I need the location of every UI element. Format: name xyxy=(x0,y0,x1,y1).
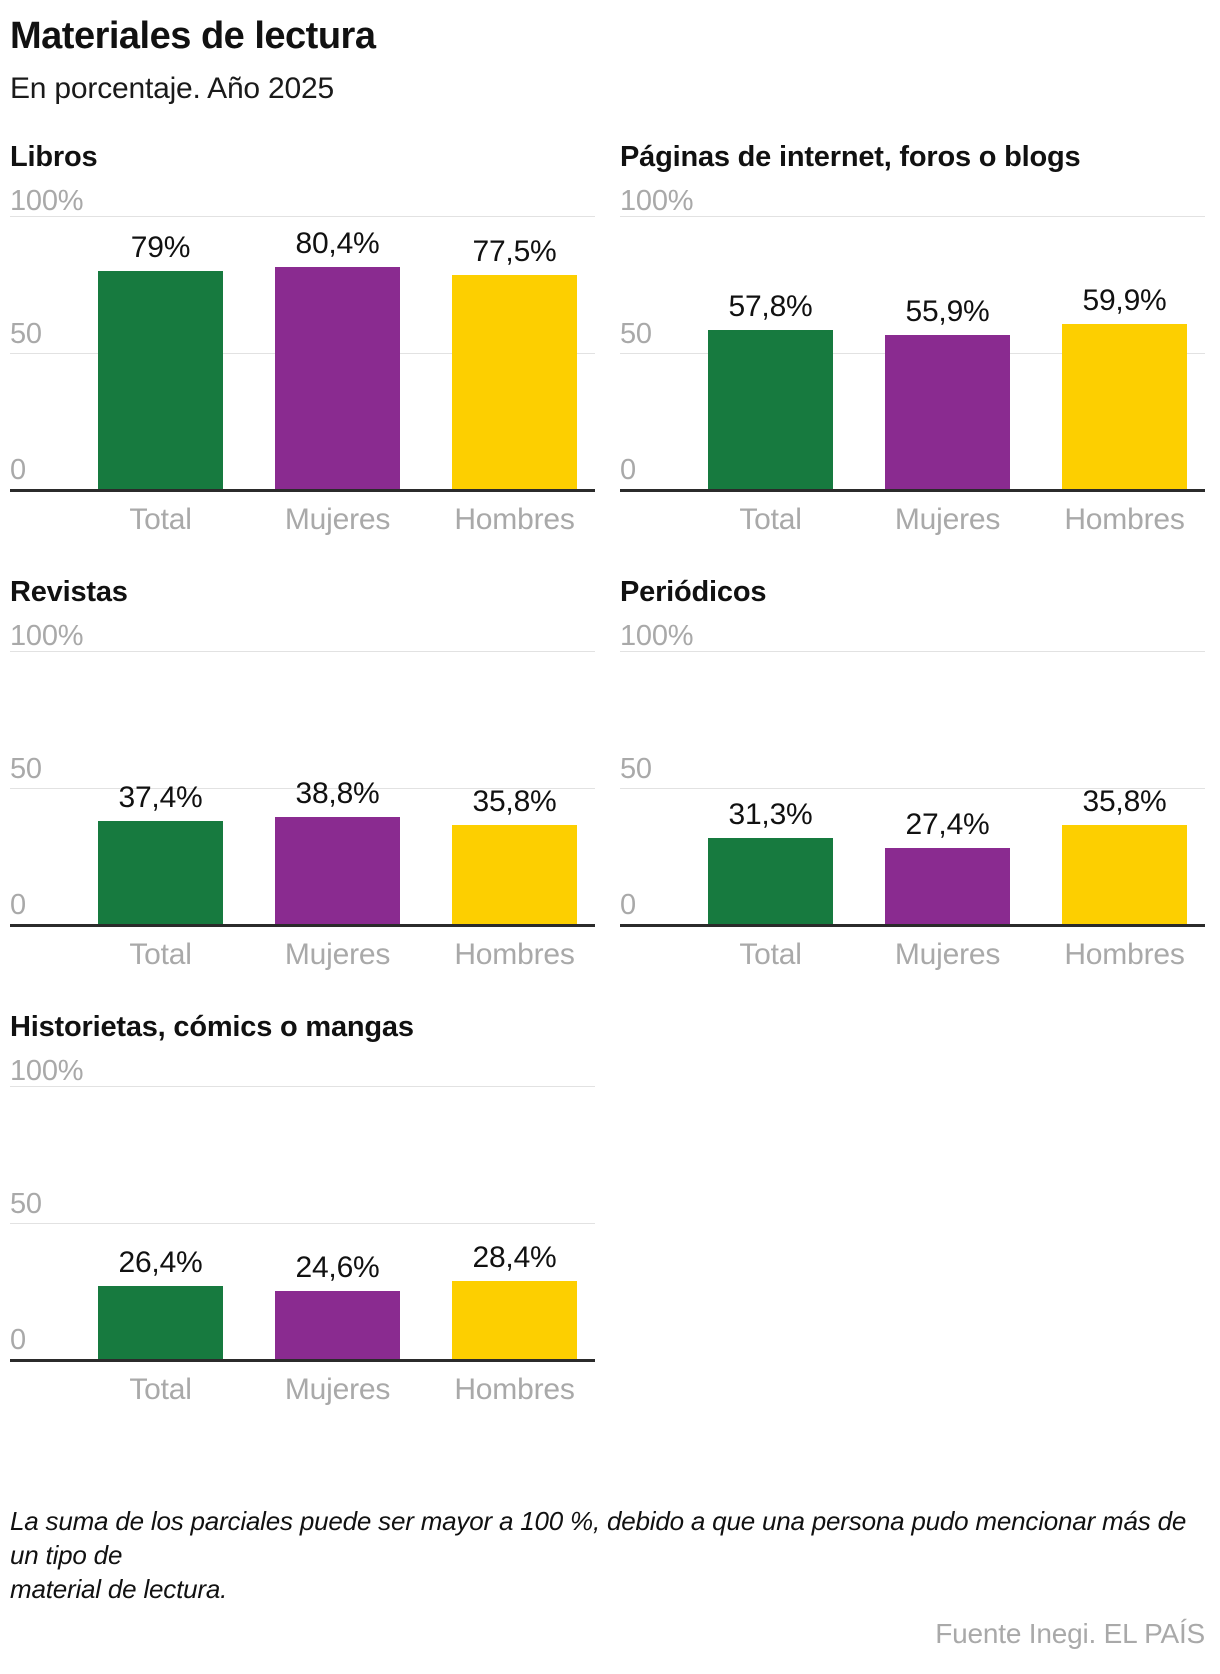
bar-value-label: 24,6% xyxy=(295,1251,380,1285)
y-axis-tick-label: 100% xyxy=(620,185,694,218)
bar-value-label: 80,4% xyxy=(295,227,380,261)
y-axis-tick-0: 0 xyxy=(10,1324,26,1357)
bar-value-label: 35,8% xyxy=(472,785,557,819)
x-axis-category-labels: Total Mujeres Hombres xyxy=(10,1362,595,1406)
x-axis-label-hombres: Hombres xyxy=(454,503,575,537)
x-axis-label-total: Total xyxy=(129,503,192,537)
x-axis-label-total: Total xyxy=(739,503,802,537)
plot-area: 50 0 31,3% 27,4% 35,8% xyxy=(620,651,1205,928)
bar-value-label: 77,5% xyxy=(472,235,557,269)
page-subtitle: En porcentaje. Año 2025 xyxy=(10,72,334,106)
chart-title: Historietas, cómics o mangas xyxy=(10,1011,414,1044)
bar-mujeres: 27,4% xyxy=(885,810,1010,925)
bar-value-label: 59,9% xyxy=(1082,283,1167,317)
charts-grid: Libros 100% 50 0 79% 80,4% 77,5% Total Mujeres Ho… xyxy=(10,141,1205,1446)
bar-hombres: 77,5% xyxy=(452,237,577,490)
footnote-line-1: La suma de los parciales puede ser mayor… xyxy=(10,1506,1187,1571)
plot-area: 50 0 37,4% 38,8% 35,8% xyxy=(10,651,595,928)
bar-total: 57,8% xyxy=(708,291,833,490)
bar-value-label: 27,4% xyxy=(905,808,990,842)
bar-mujeres: 24,6% xyxy=(275,1253,400,1360)
bar-chart-4: Periódicos 100% 50 0 31,3% 27,4% 35,8% Total Muj… xyxy=(620,576,1205,971)
plot-area: 50 0 26,4% 24,6% 28,4% xyxy=(10,1086,595,1363)
x-axis-label-mujeres: Mujeres xyxy=(894,503,1001,537)
plot-area: 50 0 79% 80,4% 77,5% xyxy=(10,216,595,493)
x-axis-label-total: Total xyxy=(739,938,802,972)
x-axis-label-mujeres: Mujeres xyxy=(284,503,391,537)
x-axis-label-hombres: Hombres xyxy=(1064,503,1185,537)
bar-chart-1: Libros 100% 50 0 79% 80,4% 77,5% Total Mujeres Ho… xyxy=(10,141,595,536)
y-axis-tick-100: 100% xyxy=(620,174,1205,216)
bar-total: 79% xyxy=(98,233,223,490)
bar-value-label: 26,4% xyxy=(118,1246,203,1280)
bar-total: 37,4% xyxy=(98,782,223,925)
y-axis-tick-50: 50 xyxy=(620,753,652,786)
bar-total: 26,4% xyxy=(98,1248,223,1360)
y-axis-tick-label: 100% xyxy=(10,620,84,653)
chart-title: Periódicos xyxy=(620,576,767,609)
bar-mujeres: 38,8% xyxy=(275,778,400,925)
x-axis-category-labels: Total Mujeres Hombres xyxy=(620,492,1205,536)
bar-mujeres: 55,9% xyxy=(885,296,1010,490)
bar-value-label: 79% xyxy=(130,231,191,265)
y-axis-tick-label: 100% xyxy=(10,1055,84,1088)
y-axis-tick-50: 50 xyxy=(620,318,652,351)
y-axis-tick-0: 0 xyxy=(10,889,26,922)
x-axis-label-mujeres: Mujeres xyxy=(894,938,1001,972)
bar-value-label: 28,4% xyxy=(472,1240,557,1274)
bar-value-label: 57,8% xyxy=(728,289,813,323)
bar-value-label: 38,8% xyxy=(295,776,380,810)
bar-value-label: 31,3% xyxy=(728,797,813,831)
y-axis-tick-100: 100% xyxy=(10,174,595,216)
x-axis-label-mujeres: Mujeres xyxy=(284,1373,391,1407)
gridline-50 xyxy=(10,1223,595,1225)
bar-value-label: 37,4% xyxy=(118,780,203,814)
chart-title: Páginas de internet, foros o blogs xyxy=(620,141,1081,174)
x-axis-label-hombres: Hombres xyxy=(454,1373,575,1407)
x-axis-label-mujeres: Mujeres xyxy=(284,938,391,972)
x-axis-category-labels: Total Mujeres Hombres xyxy=(10,927,595,971)
x-axis-label-hombres: Hombres xyxy=(454,938,575,972)
y-axis-tick-0: 0 xyxy=(620,454,636,487)
y-axis-tick-0: 0 xyxy=(620,889,636,922)
y-axis-tick-100: 100% xyxy=(10,1044,595,1086)
bar-hombres: 59,9% xyxy=(1062,285,1187,490)
y-axis-tick-100: 100% xyxy=(620,609,1205,651)
footnote: La suma de los parciales puede ser mayor… xyxy=(10,1504,1205,1606)
plot-area: 50 0 57,8% 55,9% 59,9% xyxy=(620,216,1205,493)
bar-chart-2: Páginas de internet, foros o blogs 100% 50… xyxy=(620,141,1205,536)
bar-value-label: 55,9% xyxy=(905,294,990,328)
y-axis-tick-0: 0 xyxy=(10,454,26,487)
x-axis-label-total: Total xyxy=(129,1373,192,1407)
chart-title: Libros xyxy=(10,141,98,174)
x-axis-category-labels: Total Mujeres Hombres xyxy=(620,927,1205,971)
x-axis-label-total: Total xyxy=(129,938,192,972)
chart-header: Materiales de lectura En porcentaje. Año… xyxy=(10,15,1205,106)
x-axis-label-hombres: Hombres xyxy=(1064,938,1185,972)
chart-footer: La suma de los parciales puede ser mayor… xyxy=(10,1504,1205,1650)
y-axis-tick-label: 100% xyxy=(620,620,694,653)
x-axis-category-labels: Total Mujeres Hombres xyxy=(10,492,595,536)
bar-hombres: 28,4% xyxy=(452,1242,577,1360)
bar-chart-5: Historietas, cómics o mangas 100% 50 0 26,4%… xyxy=(10,1011,595,1406)
chart-title: Revistas xyxy=(10,576,128,609)
bar-value-label: 35,8% xyxy=(1082,785,1167,819)
source-credit: Fuente Inegi. EL PAÍS xyxy=(935,1618,1205,1650)
footnote-line-2: material de lectura. xyxy=(10,1574,228,1605)
y-axis-tick-50: 50 xyxy=(10,318,42,351)
page-title: Materiales de lectura xyxy=(10,15,376,57)
y-axis-tick-label: 100% xyxy=(10,185,84,218)
gridline-50 xyxy=(10,788,595,790)
bar-mujeres: 80,4% xyxy=(275,229,400,490)
y-axis-tick-50: 50 xyxy=(10,753,42,786)
bar-hombres: 35,8% xyxy=(1062,787,1187,925)
bar-total: 31,3% xyxy=(708,799,833,925)
gridline-50 xyxy=(620,788,1205,790)
bar-hombres: 35,8% xyxy=(452,787,577,925)
y-axis-tick-50: 50 xyxy=(10,1188,42,1221)
y-axis-tick-100: 100% xyxy=(10,609,595,651)
bar-chart-3: Revistas 100% 50 0 37,4% 38,8% 35,8% Total Mujer… xyxy=(10,576,595,971)
